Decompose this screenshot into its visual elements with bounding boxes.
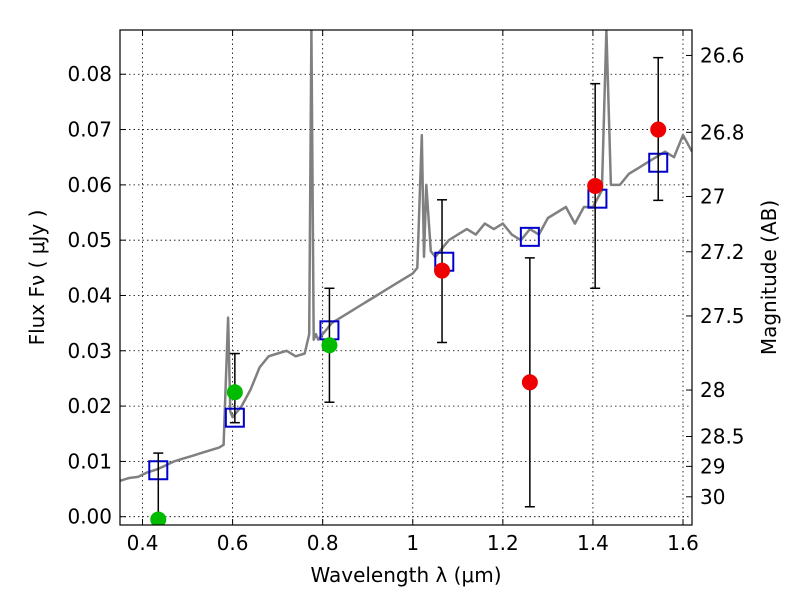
plot-area (120, 30, 692, 525)
y2-tick-label: 27.2 (700, 240, 745, 264)
x-axis-label: Wavelength λ (μm) (310, 563, 501, 587)
x-tick-label: 1.6 (667, 531, 699, 555)
y-tick-label: 0.05 (67, 228, 112, 252)
y2-tick-label: 30 (700, 485, 725, 509)
observed-flux-point (321, 337, 338, 354)
observed-flux-point (150, 511, 167, 525)
y2-tick-label: 27 (700, 184, 725, 208)
y2-axis-label: Magnitude (AB) (757, 200, 781, 355)
y2-tick-label: 27.5 (700, 304, 745, 328)
x-tick-label: 0.8 (307, 531, 339, 555)
y-tick-label: 0.02 (67, 394, 112, 418)
model-spectrum-line (120, 30, 692, 482)
x-tick-label: 1 (406, 531, 419, 555)
y2-tick-label: 26.8 (700, 120, 745, 144)
model-flux-square (519, 226, 540, 247)
axis-ticks: 0.4 0.6 0.8 1 1.2 1.4 1.6 0.00 0.01 0.02 0.03 0.04 0… (67, 30, 745, 555)
plot-clip-group (120, 30, 692, 525)
x-tick-label: 0.6 (217, 531, 249, 555)
y2-tick-label: 29 (700, 454, 725, 478)
y-tick-label: 0.01 (67, 449, 112, 473)
y-tick-label: 0.07 (67, 118, 112, 142)
plot-frame (119, 29, 693, 526)
x-tick-label: 0.4 (127, 531, 159, 555)
y-axis-label: Flux Fν ( μJy ) (25, 210, 49, 346)
observed-flux-point (650, 121, 667, 138)
y-tick-label: 0.06 (67, 173, 112, 197)
y2-tick-label: 28.5 (700, 425, 745, 449)
observed-flux-point (521, 374, 538, 391)
observed-flux-point (226, 384, 243, 401)
y-tick-label: 0.00 (67, 505, 112, 529)
y-tick-label: 0.03 (67, 339, 112, 363)
observed-flux-point (434, 262, 451, 279)
y-tick-label: 0.04 (67, 283, 112, 307)
x-tick-label: 1.2 (487, 531, 519, 555)
y2-tick-label: 26.6 (700, 43, 745, 67)
observed-flux-point (587, 177, 604, 194)
y2-tick-label: 28 (700, 378, 725, 402)
y-tick-label: 0.08 (67, 62, 112, 86)
x-tick-label: 1.4 (577, 531, 609, 555)
grid (120, 30, 692, 525)
